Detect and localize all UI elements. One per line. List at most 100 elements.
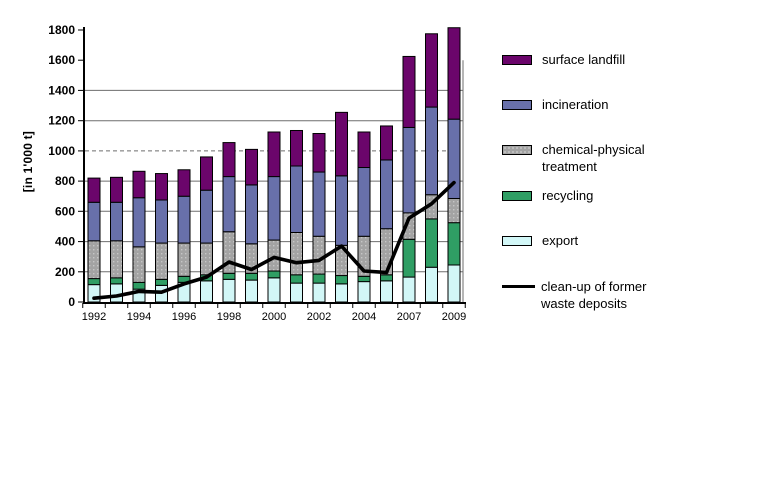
bar-segment [380,274,393,282]
bar-segment [447,222,461,266]
bar-segment [110,176,123,203]
bar-segment [200,156,213,191]
cleanup-line [92,180,456,301]
bar-segment [132,170,146,199]
legend-item-export: export [502,233,664,250]
y-tick-label: 1600 [48,53,75,67]
bar-segment [447,27,461,120]
bar-segment [267,270,281,279]
y-tick-label: 1400 [48,83,75,97]
y-axis-title: [in 1'000 t] [21,131,35,193]
legend-label: chemical-physical treatment [542,142,645,174]
bar-segment [312,235,326,275]
export-swatch [502,236,532,246]
chemical-physical-treatment-swatch [502,145,532,155]
y-tick-label: 1800 [48,23,75,37]
x-tick-label: 2007 [397,311,421,323]
y-tick-label: 600 [55,204,75,218]
bar-segment [267,277,281,303]
cleanup-line-series [92,180,456,301]
bar-segment [155,173,168,201]
legend-item-chemical-physical-treatment: chemical-physical treatment [502,142,664,176]
x-tick-label: 2004 [352,311,376,323]
bar-segment [110,201,123,242]
bar-segment [87,278,101,286]
bar-segment [177,195,191,244]
legend-label: surface landfill [542,52,626,67]
y-tick-label: 200 [55,265,75,279]
bar-segment [200,242,213,276]
bar-segment [222,272,236,280]
bar-segment [290,231,303,276]
axis-tick-labels: 0 200 400 600 800 1000 1200 1400 1600 1800 1992 199… [48,23,466,323]
bar-segment [425,33,438,108]
y-tick-label: 1200 [48,114,75,128]
legend-item-surface-landfill: surface landfill [502,52,664,69]
bar-segment [87,201,101,242]
bar-segment [425,218,438,268]
bar-segment [290,282,303,303]
bar-segment [87,177,101,203]
bar-segment [335,175,348,246]
bar-segment [425,106,438,196]
y-tick-label: 0 [68,295,75,309]
bar-segment [222,142,236,178]
y-tick-label: 800 [55,174,75,188]
stacked-bars [87,27,461,303]
bar-segment [267,176,281,241]
x-tick-label: 2000 [262,311,286,323]
bar-segment [155,278,168,286]
bar-segment [245,148,258,186]
bar-segment [380,159,393,230]
cleanup-line-swatch [502,285,535,288]
bar-segment [402,126,416,214]
legend-label: recycling [542,188,594,203]
bar-segment [312,282,326,303]
bar-segment [245,279,258,303]
bar-segment [222,176,236,233]
surface-landfill-swatch [502,55,532,65]
bar-segment [155,242,168,280]
y-tick-label: 1000 [48,144,75,158]
x-tick-label: 1998 [217,311,241,323]
bar-segment [357,275,371,283]
x-tick-label: 2002 [307,311,331,323]
legend-label: export [542,233,579,248]
bar-segment [380,280,393,303]
bar-segment [312,273,326,284]
bar-segment [335,283,348,303]
incineration-swatch [502,100,532,110]
bar-segment [312,133,326,173]
bar-segment [177,242,191,277]
axes [78,27,466,308]
bar-segment [425,266,438,303]
legend-item-incineration: incineration [502,97,664,114]
legend: surface landfill incineration chemical-p… [498,0,766,480]
bar-segment [447,264,461,303]
bar-segment [245,184,258,245]
bar-segment [110,277,123,285]
bar-segment [290,165,303,233]
x-tick-label: 1992 [82,311,106,323]
bar-segment [87,240,101,280]
bar-segment [380,125,393,161]
bar-segment [245,272,258,281]
x-tick-label: 1996 [172,311,196,323]
bar-segment [267,131,281,178]
legend-item-recycling: recycling [502,188,664,205]
bar-segment [402,276,416,303]
bar-segment [402,238,416,278]
bar-segment [267,239,281,272]
bar-segment [132,246,146,283]
bar-segment [290,129,303,167]
bar-segment [357,131,371,169]
bar-segment [132,281,146,290]
bar-segment [132,197,146,248]
bar-segment [177,169,191,197]
x-tick-label: 2009 [442,311,466,323]
bar-segment [357,281,371,303]
x-tick-label: 1994 [127,311,151,323]
bar-segment [447,197,461,224]
